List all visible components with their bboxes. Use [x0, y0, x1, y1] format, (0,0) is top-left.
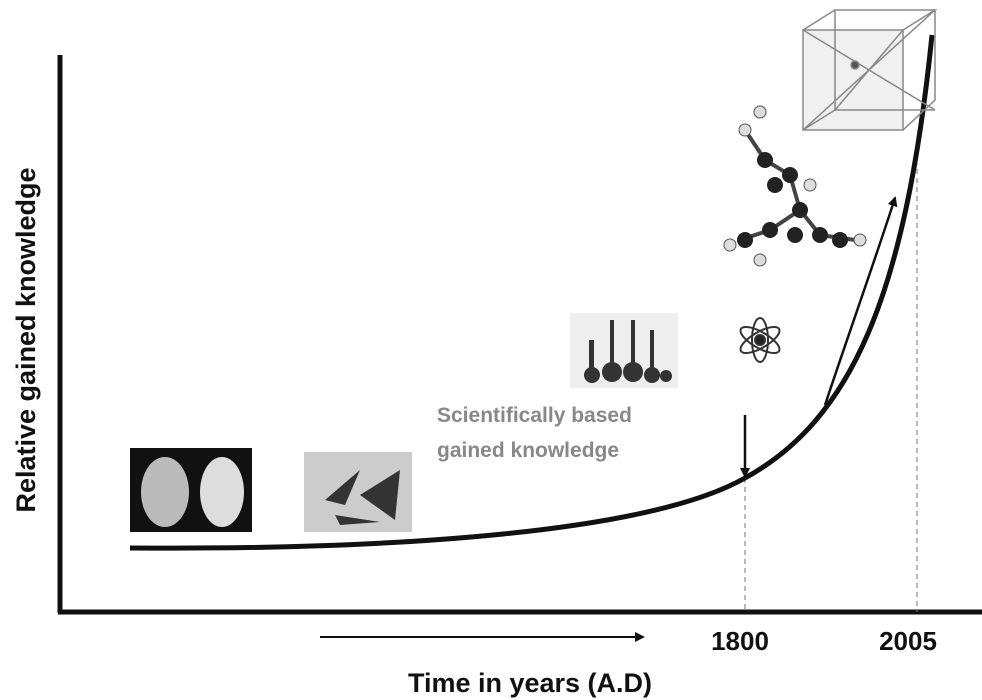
flasks-image: [570, 313, 678, 388]
atom-icon: [737, 318, 783, 362]
x-label: 1800: [711, 626, 769, 656]
x-axis-label: Time in years (A.D): [408, 668, 652, 698]
y-axis-label: Relative gained knowledge: [11, 167, 41, 512]
crystal-icon: [803, 10, 935, 130]
x-label: 2005: [879, 626, 937, 656]
stone-tools-image: [130, 448, 252, 532]
tools-image: [304, 452, 412, 532]
arrow: [825, 198, 895, 405]
diagram: Relative gained knowledge Time in years …: [0, 0, 982, 700]
annotation: gained knowledge: [437, 439, 619, 462]
annotation: Scientifically based: [437, 404, 632, 427]
